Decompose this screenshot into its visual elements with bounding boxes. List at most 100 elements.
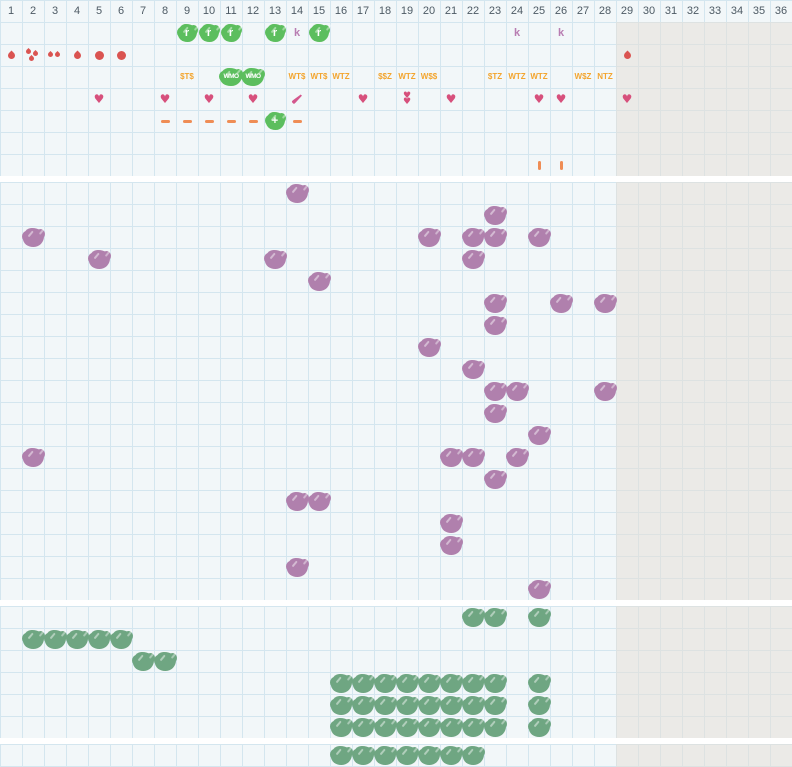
sage-scribble-blob[interactable] — [373, 694, 397, 716]
purple-scribble-blob[interactable] — [527, 424, 551, 446]
schedule-label[interactable]: WTZ — [530, 72, 548, 81]
purple-scribble-blob[interactable] — [21, 226, 45, 248]
grid-section-lower[interactable] — [0, 606, 792, 738]
green-scribble-icon[interactable]: r — [308, 22, 330, 44]
sage-scribble-blob[interactable] — [65, 628, 89, 650]
sage-scribble-blob[interactable] — [527, 694, 551, 716]
double-drop-icon[interactable] — [44, 44, 66, 66]
sage-scribble-blob[interactable] — [483, 694, 507, 716]
heart-icon[interactable]: ♥ — [159, 92, 171, 106]
sage-scribble-blob[interactable] — [439, 672, 463, 694]
bar-tick-icon[interactable] — [528, 154, 550, 176]
plus-scribble-icon[interactable]: + — [264, 110, 286, 132]
water-drop-icon[interactable] — [616, 44, 638, 66]
purple-scribble-blob[interactable] — [527, 578, 551, 600]
brush-icon[interactable] — [286, 88, 308, 110]
heart-icon[interactable]: ♥ — [621, 92, 633, 106]
sage-scribble-blob[interactable] — [131, 650, 155, 672]
sage-scribble-blob[interactable] — [351, 694, 375, 716]
schedule-label[interactable]: $$Z — [378, 72, 392, 81]
sage-scribble-blob[interactable] — [483, 672, 507, 694]
green-scribble-icon[interactable]: r — [220, 22, 242, 44]
heart-icon[interactable]: ♥ — [93, 92, 105, 106]
sage-scribble-blob[interactable] — [21, 628, 45, 650]
schedule-label[interactable]: $T$ — [180, 72, 194, 81]
berry-icon[interactable] — [88, 44, 110, 66]
purple-scribble-blob[interactable] — [527, 226, 551, 248]
schedule-label[interactable]: WTZ — [508, 72, 526, 81]
minus-tick-icon[interactable] — [220, 110, 242, 132]
purple-scribble-blob[interactable] — [285, 556, 309, 578]
purple-scribble-blob[interactable] — [21, 446, 45, 468]
schedule-label[interactable]: WT$ — [310, 72, 328, 81]
purple-scribble-blob[interactable] — [483, 380, 507, 402]
purple-scribble-blob[interactable] — [483, 468, 507, 490]
purple-scribble-blob[interactable] — [439, 534, 463, 556]
purple-scribble-blob[interactable] — [483, 204, 507, 226]
schedule-label[interactable]: W$$ — [420, 72, 438, 81]
sage-scribble-blob[interactable] — [373, 716, 397, 738]
sage-scribble-blob[interactable] — [417, 672, 441, 694]
heart-icon[interactable]: ♥ — [533, 92, 545, 106]
k-marker[interactable]: k — [293, 26, 301, 39]
sage-scribble-blob[interactable] — [483, 716, 507, 738]
green-scribble-icon[interactable]: r — [176, 22, 198, 44]
sage-scribble-blob[interactable] — [43, 628, 67, 650]
heart-icon[interactable]: ♥ — [357, 92, 369, 106]
sage-scribble-blob[interactable] — [461, 672, 485, 694]
purple-scribble-blob[interactable] — [483, 402, 507, 424]
sage-scribble-blob[interactable] — [329, 716, 353, 738]
minus-tick-icon[interactable] — [176, 110, 198, 132]
sage-scribble-blob[interactable] — [527, 606, 551, 628]
sage-scribble-blob[interactable] — [373, 672, 397, 694]
purple-scribble-blob[interactable] — [461, 248, 485, 270]
grid-section-top[interactable]: 1 2 3 4 5 6 7 8 9 10 11 12 13 14 15 16 17 18 19 20 21 22 23 24 2… — [0, 0, 792, 176]
berry-icon[interactable] — [110, 44, 132, 66]
grid-section-bottom[interactable] — [0, 744, 792, 767]
schedule-label[interactable]: W$Z — [574, 72, 592, 81]
sage-scribble-blob[interactable] — [527, 672, 551, 694]
sage-scribble-blob[interactable] — [351, 744, 375, 766]
sage-scribble-blob[interactable] — [461, 694, 485, 716]
purple-scribble-blob[interactable] — [483, 226, 507, 248]
bar-tick-icon[interactable] — [550, 154, 572, 176]
purple-scribble-blob[interactable] — [439, 512, 463, 534]
sage-scribble-blob[interactable] — [351, 672, 375, 694]
purple-scribble-blob[interactable] — [593, 380, 617, 402]
triple-drop-icon[interactable] — [22, 44, 44, 66]
sage-scribble-blob[interactable] — [395, 694, 419, 716]
sage-scribble-blob[interactable] — [417, 716, 441, 738]
sage-scribble-blob[interactable] — [153, 650, 177, 672]
purple-scribble-blob[interactable] — [417, 336, 441, 358]
green-scribble-icon[interactable]: r — [264, 22, 286, 44]
sage-scribble-blob[interactable] — [329, 694, 353, 716]
schedule-label[interactable]: WT$ — [288, 72, 306, 81]
green-scribble-icon[interactable]: r — [198, 22, 220, 44]
heart-icon[interactable]: ♥ — [247, 92, 259, 106]
sage-scribble-blob[interactable] — [439, 694, 463, 716]
purple-scribble-blob[interactable] — [417, 226, 441, 248]
sage-scribble-blob[interactable] — [373, 744, 397, 766]
sage-scribble-blob[interactable] — [439, 716, 463, 738]
sage-scribble-blob[interactable] — [395, 672, 419, 694]
sage-scribble-blob[interactable] — [417, 744, 441, 766]
sage-scribble-blob[interactable] — [395, 744, 419, 766]
purple-scribble-blob[interactable] — [461, 446, 485, 468]
sage-scribble-blob[interactable] — [329, 672, 353, 694]
purple-scribble-blob[interactable] — [593, 292, 617, 314]
heart-icon[interactable]: ♥ — [555, 92, 567, 106]
purple-scribble-blob[interactable] — [461, 226, 485, 248]
purple-scribble-blob[interactable] — [461, 358, 485, 380]
purple-scribble-blob[interactable] — [505, 380, 529, 402]
schedule-label[interactable]: $TZ — [487, 72, 503, 81]
purple-scribble-blob[interactable] — [483, 292, 507, 314]
schedule-label[interactable]: WTZ — [332, 72, 350, 81]
grid-section-middle[interactable] — [0, 182, 792, 600]
sage-scribble-blob[interactable] — [461, 744, 485, 766]
sage-scribble-blob[interactable] — [417, 694, 441, 716]
minus-tick-icon[interactable] — [154, 110, 176, 132]
purple-scribble-blob[interactable] — [263, 248, 287, 270]
minus-tick-icon[interactable] — [286, 110, 308, 132]
purple-scribble-blob[interactable] — [307, 270, 331, 292]
sage-scribble-blob[interactable] — [329, 744, 353, 766]
